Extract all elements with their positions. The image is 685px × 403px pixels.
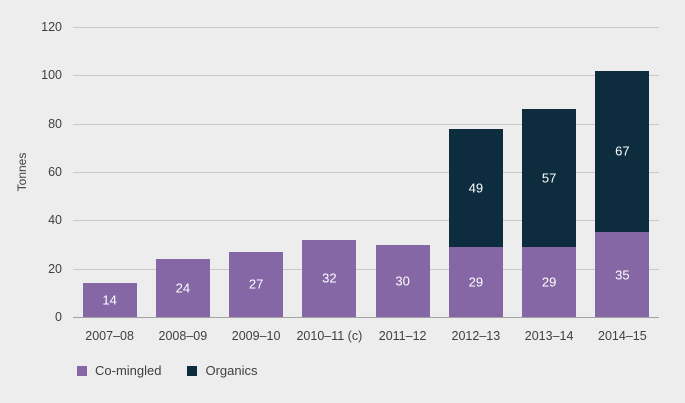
legend-label: Co-mingled: [95, 363, 162, 378]
bar-segment-co-mingled: 35: [595, 232, 650, 317]
x-tick-label: 2008–09: [158, 329, 208, 343]
bar-segment-co-mingled: 29: [522, 246, 577, 317]
x-tick-label: 2012–13: [451, 329, 501, 343]
x-tick-label: 2014–15: [598, 329, 647, 343]
legend-item-organics: Organics: [187, 363, 258, 378]
y-tick-label: 40: [48, 213, 62, 228]
y-tick-label: 100: [41, 68, 62, 83]
plot-area: 14 24 27 32 30 29 49 29 57 35 67: [73, 27, 659, 318]
bar-value-label: 14: [102, 292, 117, 308]
legend-swatch-icon: [77, 365, 87, 376]
gridline: [73, 27, 659, 28]
bar-segment-organics: 67: [595, 70, 650, 233]
x-axis-line: [73, 317, 659, 318]
bar-segment-organics: 57: [522, 109, 577, 247]
gridline: [73, 268, 659, 270]
bar-segment-co-mingled: 27: [229, 251, 284, 317]
x-tick-label: 2010–11 (c): [296, 329, 363, 343]
bar-segment-co-mingled: 24: [155, 259, 210, 317]
legend: Co-mingled Organics: [77, 363, 258, 378]
bar-value-label: 57: [541, 170, 557, 186]
gridline: [73, 123, 659, 125]
y-tick-label: 20: [48, 261, 62, 276]
gridline: [73, 75, 659, 77]
bar-value-label: 67: [615, 143, 630, 159]
bar-value-label: 29: [468, 274, 484, 290]
x-tick-label: 2009–10: [231, 329, 281, 343]
bar-value-label: 29: [541, 274, 557, 290]
legend-item-co-mingled: Co-mingled: [77, 363, 161, 378]
bar-value-label: 30: [395, 273, 410, 289]
bar-value-label: 27: [248, 276, 264, 292]
y-axis-tick-labels: 0 20 40 60 80 100 120: [0, 20, 62, 324]
x-tick-label: 2011–12: [378, 329, 427, 343]
x-tick-label: 2013–14: [524, 329, 574, 343]
legend-label: Organics: [205, 363, 258, 378]
bar-segment-organics: 49: [448, 128, 503, 247]
gridline: [73, 172, 659, 173]
bar-value-label: 24: [175, 280, 191, 296]
x-tick-label: 2007–08: [85, 329, 134, 343]
legend-swatch-icon: [187, 365, 198, 376]
gridline: [73, 220, 659, 222]
bar-segment-co-mingled: 30: [375, 244, 430, 317]
x-axis-tick-labels: 2007–08 2008–09 2009–10 2010–11 (c) 2011–12 2…: [73, 329, 659, 345]
bar-value-label: 49: [468, 180, 484, 196]
bar-segment-co-mingled: 29: [448, 246, 503, 317]
y-tick-label: 0: [55, 310, 62, 324]
bar-value-label: 32: [322, 270, 337, 286]
bar-segment-co-mingled: 14: [82, 283, 137, 317]
bar-segment-co-mingled: 32: [302, 239, 357, 317]
y-tick-label: 80: [48, 116, 62, 131]
y-tick-label: 60: [48, 165, 62, 179]
bar-value-label: 35: [615, 267, 630, 283]
y-tick-label: 120: [41, 20, 62, 34]
